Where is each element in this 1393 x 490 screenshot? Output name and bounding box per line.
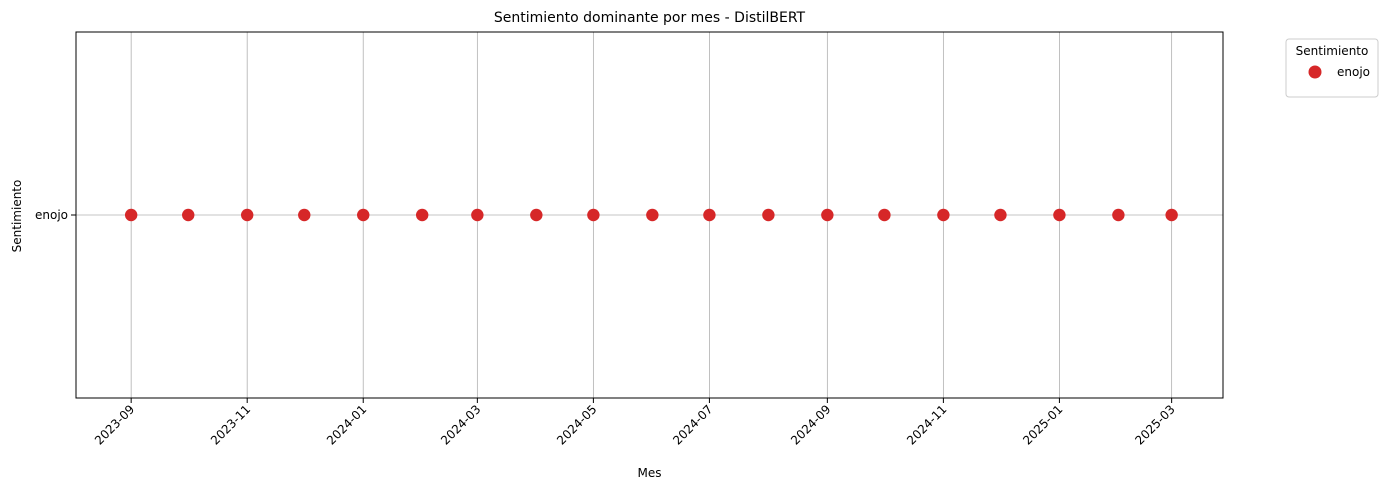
x-tick-label: 2024-09 [788,402,833,447]
data-point [182,208,195,222]
data-point [357,208,370,222]
y-axis: enojo [35,208,76,222]
legend: Sentimiento enojo [1285,38,1379,98]
x-tick-label: 2024-11 [904,402,949,447]
legend-marker-enojo [1308,65,1322,79]
data-point [471,208,484,222]
data-point [821,208,834,222]
data-point [1112,208,1125,222]
x-tick-label: 2024-05 [554,402,599,447]
data-point [415,208,429,222]
data-point [878,208,891,222]
data-points [124,208,1178,222]
chart-title: Sentimiento dominante por mes - DistilBE… [494,10,806,26]
legend-label-enojo: enojo [1337,65,1370,79]
x-tick-label: 2024-03 [438,402,483,447]
x-tick-label: 2024-01 [324,402,369,447]
x-axis-label: Mes [638,466,662,480]
data-point [587,208,600,222]
x-axis: 2023-09 2023-11 2024-01 2024-03 2024-05 2024-… [92,398,1178,448]
legend-title: Sentimiento [1296,44,1369,58]
data-point [240,208,254,222]
x-tick-label: 2023-09 [92,402,137,447]
data-point [298,208,311,222]
data-point [646,208,659,222]
x-tick-label: 2025-01 [1020,402,1065,447]
data-point [530,208,543,222]
y-axis-label: Sentimiento [10,180,24,253]
y-tick-label: enojo [35,208,68,222]
data-point [937,208,950,222]
data-point [1165,208,1178,222]
data-point [994,208,1007,222]
data-point [124,208,138,222]
data-point [703,208,716,222]
x-tick-label: 2025-03 [1132,402,1177,447]
data-point [1053,208,1066,222]
legend-box [1285,38,1379,98]
x-tick-label: 2023-11 [208,402,253,447]
x-tick-label: 2024-07 [670,402,715,447]
data-point [762,208,775,222]
